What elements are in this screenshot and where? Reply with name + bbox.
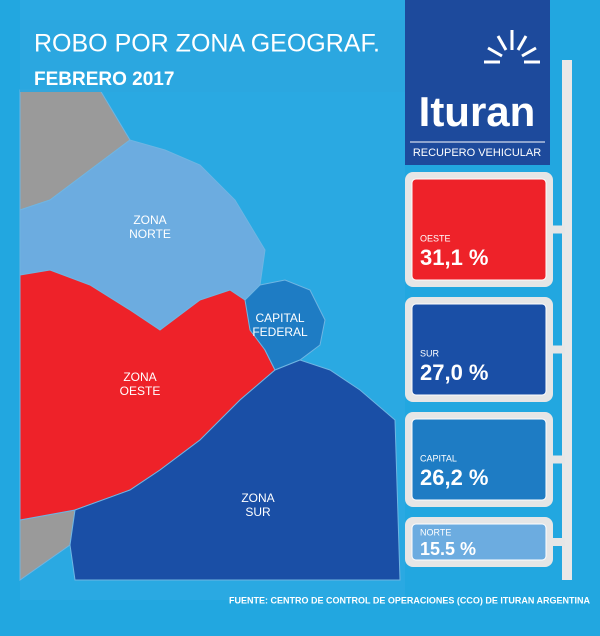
panel-connector	[553, 225, 565, 234]
zone-capital	[244, 279, 326, 371]
brand-name: Ituran	[419, 88, 536, 135]
source: FUENTE: CENTRO DE CONTROL DE OPERACIONES…	[229, 595, 591, 605]
panel-value: 31,1 %	[420, 245, 489, 270]
panel-value: 26,2 %	[420, 465, 489, 490]
panel	[411, 418, 547, 501]
zone-label: SUR	[245, 505, 271, 519]
panel-label: NORTE	[420, 527, 451, 537]
zone-label: FEDERAL	[252, 325, 308, 339]
zone-label: CAPITAL	[255, 311, 304, 325]
panel	[411, 178, 547, 281]
panel-connector	[553, 455, 565, 464]
panel-connector	[553, 345, 565, 354]
panel	[411, 303, 547, 396]
panel-value: 27,0 %	[420, 360, 489, 385]
zone-sur	[69, 359, 401, 581]
panel-value: 15.5 %	[420, 539, 476, 559]
brand-logo	[484, 30, 540, 64]
zone-label: ZONA	[123, 370, 156, 384]
panel-label: CAPITAL	[420, 453, 457, 463]
map	[19, 89, 401, 581]
brand-box	[405, 0, 550, 165]
panel-label: OESTE	[420, 233, 451, 243]
title-band	[20, 20, 405, 92]
title: ROBO POR ZONA GEOGRAF.	[34, 30, 380, 58]
panel-connector	[553, 538, 565, 546]
pole	[562, 60, 572, 580]
subtitle: FEBRERO 2017	[34, 69, 174, 90]
panel-label: SUR	[420, 348, 440, 358]
zone-label: ZONA	[241, 491, 274, 505]
zone-label: ZONA	[133, 213, 166, 227]
zone-label: NORTE	[129, 227, 171, 241]
panel	[411, 523, 547, 561]
zone-label: OESTE	[120, 384, 161, 398]
brand-tagline: RECUPERO VEHICULAR	[413, 147, 541, 159]
